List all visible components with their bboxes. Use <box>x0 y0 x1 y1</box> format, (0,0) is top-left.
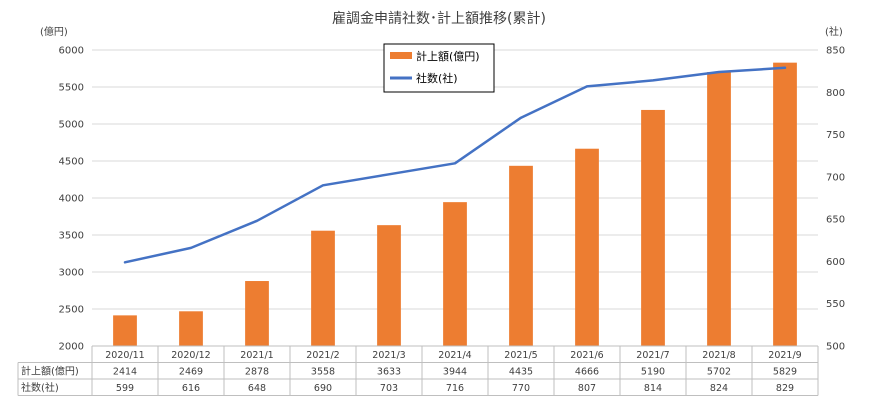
left-axis-ticks: 2000 2500 3000 3500 4000 4500 5000 5500 6000 <box>59 46 84 353</box>
table-cell-amount: 4666 <box>575 367 599 378</box>
bar <box>377 225 401 346</box>
bar <box>311 230 335 346</box>
table-cell-count: 599 <box>116 383 134 394</box>
table-cell-count: 616 <box>182 383 200 394</box>
table-cell-amount: 5190 <box>641 367 665 378</box>
category-label: 2021/6 <box>570 350 603 361</box>
line-series <box>123 66 787 264</box>
left-axis-unit: (億円) <box>40 25 68 38</box>
left-tick-label: 2000 <box>59 342 84 353</box>
bar <box>509 165 533 346</box>
left-tick-label: 4500 <box>59 157 84 168</box>
category-label: 2021/3 <box>372 350 405 361</box>
left-tick-label: 6000 <box>59 46 84 57</box>
category-label: 2020/11 <box>105 350 144 361</box>
bar-series <box>113 62 797 347</box>
bar <box>245 281 269 346</box>
category-label: 2021/2 <box>306 350 339 361</box>
bar <box>707 72 731 346</box>
right-tick-label: 500 <box>826 342 845 353</box>
bar <box>641 109 665 346</box>
table-cell-count: 648 <box>248 383 266 394</box>
table-cell-count: 716 <box>446 383 464 394</box>
table-cell-count: 807 <box>578 383 596 394</box>
category-label: 2021/5 <box>504 350 537 361</box>
table-cell-count: 703 <box>380 383 398 394</box>
bar <box>179 311 203 346</box>
right-axis-ticks: 500 550 600 650 700 750 800 850 <box>826 46 845 353</box>
table-cell-amount: 3558 <box>311 367 335 378</box>
left-tick-label: 5500 <box>59 83 84 94</box>
right-tick-label: 850 <box>826 46 845 57</box>
bar <box>575 148 599 346</box>
legend-swatch-bar <box>390 52 412 59</box>
right-tick-label: 600 <box>826 257 845 268</box>
left-tick-label: 5000 <box>59 120 84 131</box>
category-label: 2021/1 <box>240 350 273 361</box>
table-cell-amount: 2878 <box>245 367 269 378</box>
right-tick-label: 650 <box>826 215 845 226</box>
table-row-label: 社数(社) <box>21 381 59 394</box>
table-cell-amount: 3633 <box>377 367 401 378</box>
right-tick-label: 750 <box>826 130 845 141</box>
right-axis-unit: (社) <box>825 25 843 38</box>
category-label: 2021/8 <box>702 350 735 361</box>
bar <box>773 62 797 347</box>
chart-title: 雇調金申請社数･計上額推移(累計) <box>332 10 546 27</box>
table-cell-amount: 3944 <box>443 367 467 378</box>
bar <box>113 315 137 346</box>
category-label: 2021/4 <box>438 350 471 361</box>
right-tick-label: 550 <box>826 299 845 310</box>
left-tick-label: 4000 <box>59 194 84 205</box>
category-label: 2021/7 <box>636 350 669 361</box>
left-tick-label: 3000 <box>59 268 84 279</box>
right-tick-label: 700 <box>826 172 845 183</box>
table-cell-amount: 5702 <box>707 367 731 378</box>
legend-label-line: 社数(社) <box>416 71 458 85</box>
bar <box>443 202 467 346</box>
table-cell-count: 690 <box>314 383 332 394</box>
table-cell-amount: 4435 <box>509 367 533 378</box>
table-cell-amount: 5829 <box>773 367 797 378</box>
table-cell-amount: 2414 <box>113 367 137 378</box>
legend: 計上額(億円) 社数(社) <box>383 43 495 93</box>
legend-label-bar: 計上額(億円) <box>416 49 480 63</box>
category-label: 2021/9 <box>768 350 801 361</box>
right-tick-label: 800 <box>826 88 845 99</box>
table-cell-count: 770 <box>512 383 530 394</box>
table-cell-count: 814 <box>644 383 662 394</box>
left-tick-label: 3500 <box>59 231 84 242</box>
table-cell-count: 829 <box>776 383 794 394</box>
table-cell-amount: 2469 <box>179 367 203 378</box>
table-row-label: 計上額(億円) <box>21 365 79 378</box>
data-table: 2020/11 2020/12 2021/1 2021/2 2021/3 2021/4 20… <box>17 345 819 396</box>
left-tick-label: 2500 <box>59 305 84 316</box>
table-cell-count: 824 <box>710 383 728 394</box>
category-label: 2020/12 <box>171 350 210 361</box>
